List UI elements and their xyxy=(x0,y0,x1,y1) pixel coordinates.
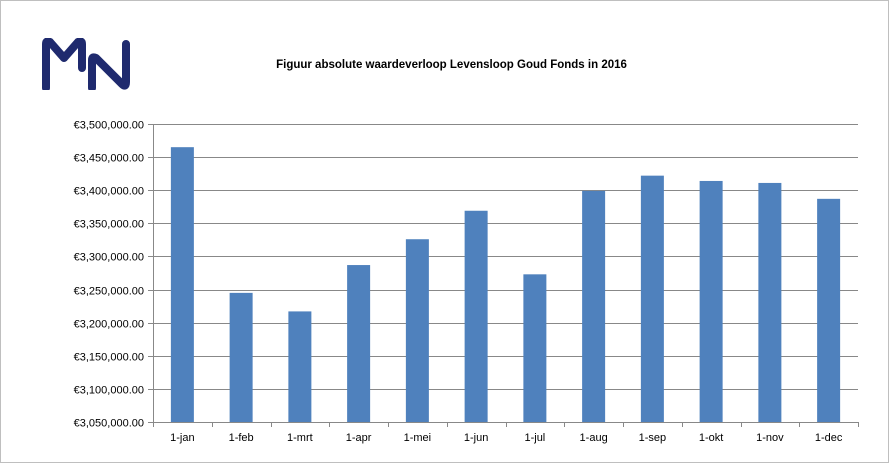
x-tick-label: 1-nov xyxy=(756,432,784,444)
mn-logo-icon xyxy=(42,38,130,90)
x-tick-label: 1-feb xyxy=(229,432,254,444)
bar xyxy=(464,210,488,422)
y-tick-label: €3,450,000.00 xyxy=(74,153,144,165)
y-tick-label: €3,350,000.00 xyxy=(74,219,144,231)
x-tick-label: 1-okt xyxy=(699,432,723,444)
bar xyxy=(758,182,782,422)
x-tick-label: 1-sep xyxy=(639,432,667,444)
bar xyxy=(523,274,547,422)
y-tick-label: €3,250,000.00 xyxy=(74,286,144,298)
x-tick-label: 1-mei xyxy=(404,432,432,444)
x-tick-label: 1-dec xyxy=(815,432,843,444)
bar xyxy=(699,180,723,422)
x-tick-label: 1-jul xyxy=(524,432,545,444)
bar xyxy=(347,265,371,422)
x-tick-label: 1-jan xyxy=(170,432,194,444)
x-tick-label: 1-mrt xyxy=(287,432,313,444)
bar xyxy=(582,190,606,422)
bar xyxy=(229,292,253,422)
bar xyxy=(640,175,664,422)
y-tick-label: €3,200,000.00 xyxy=(74,319,144,331)
y-tick-label: €3,150,000.00 xyxy=(74,352,144,364)
x-tick-label: 1-jun xyxy=(464,432,488,444)
y-tick-label: €3,400,000.00 xyxy=(74,186,144,198)
y-tick-label: €3,100,000.00 xyxy=(74,385,144,397)
chart-title: Figuur absolute waardeverloop Levensloop… xyxy=(276,59,627,71)
y-tick-label: €3,500,000.00 xyxy=(74,120,144,132)
y-tick-label: €3,050,000.00 xyxy=(74,418,144,430)
y-tick-label: €3,300,000.00 xyxy=(74,252,144,264)
x-tick-label: 1-aug xyxy=(580,432,608,444)
bar xyxy=(817,198,841,422)
bar xyxy=(288,311,312,422)
bar xyxy=(170,147,194,422)
x-tick-label: 1-apr xyxy=(346,432,372,444)
bar xyxy=(405,239,429,422)
